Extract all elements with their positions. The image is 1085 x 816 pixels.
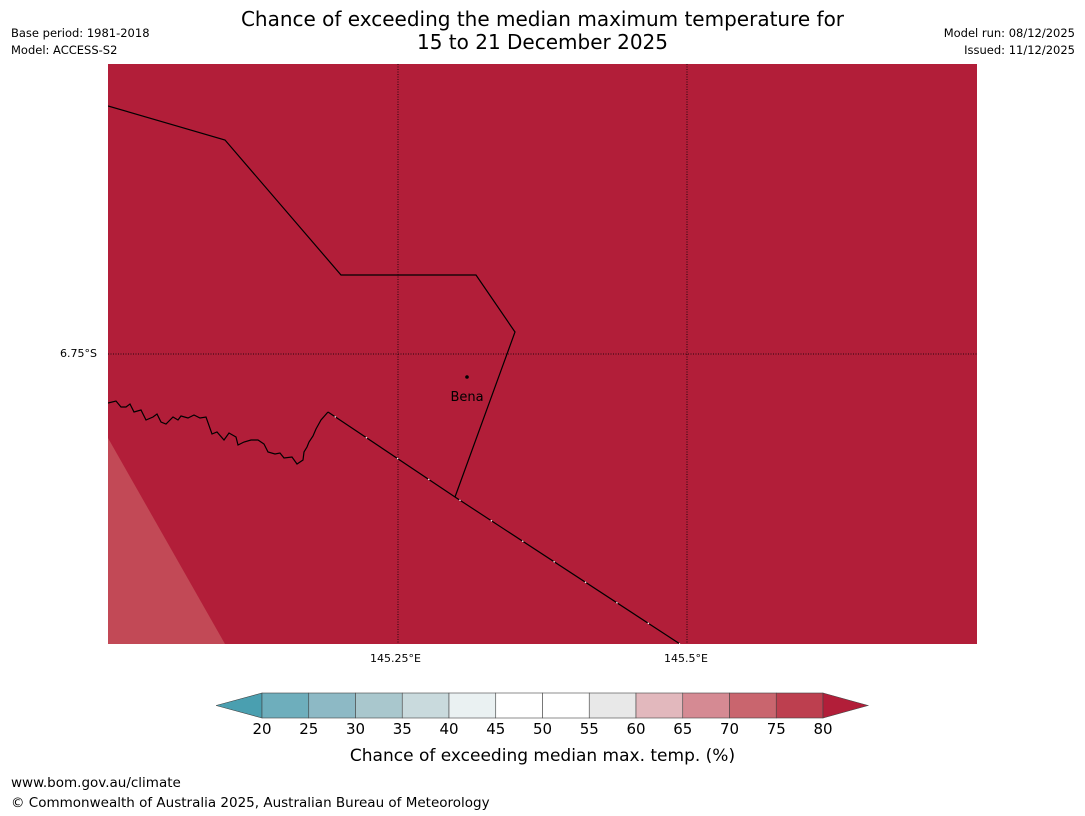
colorbar-segment-25-30 [308, 692, 356, 719]
probability-fill-region [108, 64, 977, 644]
colorbar-tick-label: 25 [299, 720, 319, 738]
colorbar-segment-35-40 [401, 692, 450, 719]
colorbar-segment-65-70 [682, 692, 730, 719]
base-period: Base period: 1981-2018 [11, 26, 150, 40]
legend-title: Chance of exceeding median max. temp. (%… [349, 746, 736, 766]
colorbar-segment-60-65 [635, 692, 684, 719]
colorbar-tick-label: 35 [392, 720, 412, 738]
forecast-map: Bena [108, 64, 977, 644]
colorbar-segment-70-75 [729, 692, 777, 719]
legend-ticks: 20 25 30 35 40 45 50 55 60 65 70 75 80 [0, 720, 1085, 740]
legend-colorbar [216, 692, 870, 719]
river-line [108, 400, 329, 465]
lon-label-145-5: 145.5°E [664, 652, 708, 665]
lat-label: 6.75°S [60, 347, 97, 360]
colorbar-extend-high [822, 692, 870, 719]
lower-probability-region [108, 438, 225, 644]
colorbar-tick-label: 20 [252, 720, 272, 738]
colorbar-tick-label: 65 [673, 720, 693, 738]
colorbar-tick-label: 50 [532, 720, 553, 738]
map-title-line1: Chance of exceeding the median maximum t… [240, 7, 845, 31]
colorbar-tick-label: 75 [766, 720, 786, 738]
province-border-south [327, 411, 681, 644]
province-border-north [108, 105, 516, 498]
colorbar-segment-75-80 [775, 692, 824, 719]
place-label-bena: Bena [450, 390, 483, 405]
colorbar-segment-55-60 [588, 692, 637, 719]
colorbar-segment-20-25 [261, 692, 310, 719]
model-run-date: Model run: 08/12/2025 [943, 26, 1075, 40]
colorbar-tick-label: 55 [579, 720, 599, 738]
colorbar-extend-low [216, 692, 263, 719]
bena-marker [465, 375, 469, 379]
colorbar-tick-label: 80 [813, 720, 833, 738]
colorbar-segment-40-45 [448, 692, 497, 719]
lon-label-145-25: 145.25°E [370, 652, 421, 665]
issued-date: Issued: 11/12/2025 [964, 43, 1075, 57]
colorbar-tick-label: 60 [626, 720, 646, 738]
colorbar-tick-label: 70 [719, 720, 740, 738]
colorbar-segment-50-55 [542, 692, 590, 719]
colorbar-segment-30-35 [355, 692, 403, 719]
colorbar-segment-45-50 [495, 692, 543, 719]
model-name: Model: ACCESS-S2 [11, 43, 118, 57]
footer-copyright: © Commonwealth of Australia 2025, Austra… [11, 795, 490, 811]
colorbar-tick-label: 45 [486, 720, 506, 738]
colorbar-tick-label: 40 [439, 720, 459, 738]
map-title-line2: 15 to 21 December 2025 [416, 30, 668, 54]
colorbar-tick-label: 30 [345, 720, 366, 738]
footer-url: www.bom.gov.au/climate [11, 775, 181, 791]
